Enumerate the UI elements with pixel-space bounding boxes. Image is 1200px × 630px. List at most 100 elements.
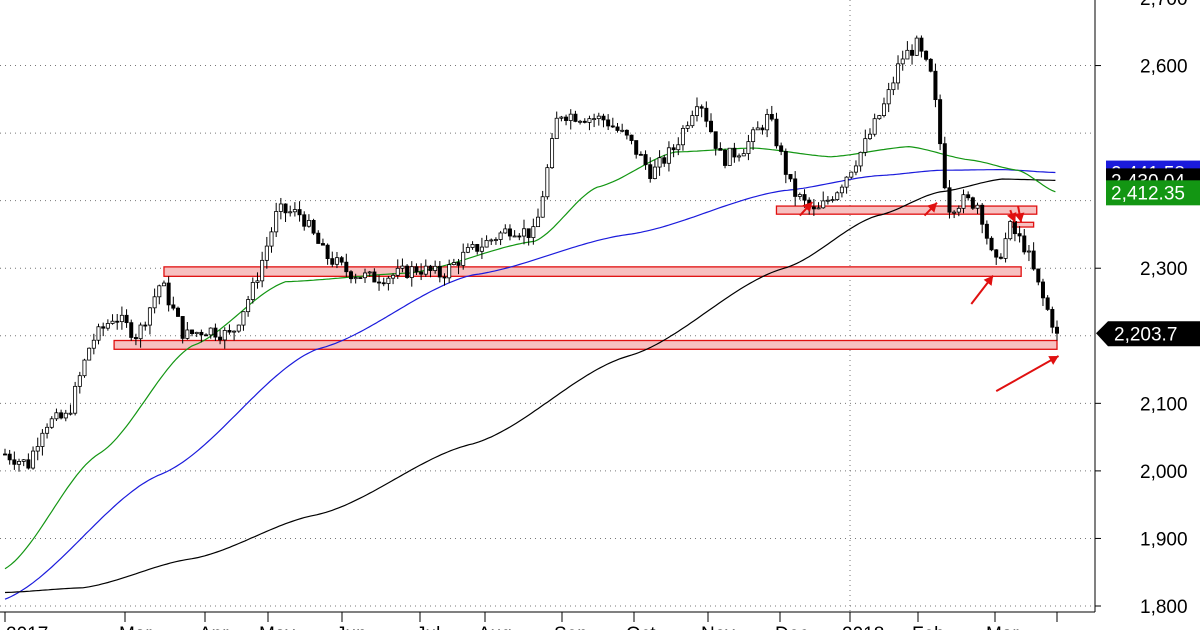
candle-body [414, 266, 419, 273]
candle-body [194, 331, 199, 335]
candle-body [409, 266, 414, 278]
candle-body [966, 194, 971, 199]
red-arrow [970, 275, 994, 305]
candle-body [26, 459, 31, 469]
y-axis-ticks: 1,800 1,900 2,000 2,100 2,300 2,600 2,700 [1095, 0, 1188, 618]
red-arrow-head [983, 275, 994, 286]
candle-body [484, 240, 489, 248]
candle-body [550, 138, 555, 169]
candle-body [676, 144, 681, 151]
candle-body [690, 115, 695, 127]
candle-body [479, 246, 484, 252]
candle-body [447, 264, 452, 279]
candle-body [910, 49, 915, 56]
candle-body [1022, 235, 1027, 253]
candle-body [961, 194, 966, 209]
candle-body [564, 116, 569, 121]
candle-body [21, 459, 26, 462]
candle-body [278, 203, 283, 212]
candle-body [596, 115, 601, 120]
candle-body [844, 176, 849, 188]
red-arrow [995, 355, 1060, 393]
candle-body [984, 223, 989, 239]
candle-body [938, 99, 943, 145]
candle-body [924, 50, 929, 60]
ma-value-badge-3 [1106, 180, 1200, 206]
candle-body [615, 126, 620, 131]
candle-body [133, 337, 138, 340]
candle-body [208, 327, 213, 336]
candle-body [40, 432, 45, 447]
candle-body [970, 197, 975, 209]
x-tick-label: Nov [701, 624, 735, 630]
candle-body [199, 331, 204, 336]
candle-body [222, 330, 227, 341]
candle-body [171, 304, 176, 309]
candle-body [1036, 268, 1041, 283]
red-arrow [1014, 205, 1025, 223]
candle-body [662, 157, 667, 164]
candle-body [863, 138, 868, 153]
support-zone [163, 266, 1022, 277]
candle-body [867, 133, 872, 140]
candle-body [540, 196, 545, 218]
candle-body [391, 274, 396, 279]
last-price-badge [1096, 321, 1200, 347]
candle-body [105, 323, 110, 329]
x-tick-label: Oct [626, 624, 656, 630]
candle-body [292, 209, 297, 213]
candle-body [353, 277, 358, 280]
candle-body [554, 117, 559, 139]
candle-body [493, 239, 498, 241]
candle-body [288, 211, 293, 214]
candle-body [129, 322, 134, 338]
candle-body [536, 216, 541, 228]
candle-body [774, 118, 779, 147]
candle-body [835, 192, 840, 200]
candle-body [648, 164, 653, 179]
candle-body [213, 327, 218, 338]
candle-body [1055, 326, 1060, 334]
y-tick-label: 2,700 [1140, 0, 1188, 10]
candle-body [334, 257, 339, 265]
candle-body [521, 228, 526, 237]
candle-body [601, 115, 606, 121]
candle-body [718, 148, 723, 151]
y-tick-label: 2,300 [1140, 259, 1188, 280]
candle-body [180, 316, 185, 339]
candle-body [339, 257, 344, 263]
candle-body [31, 450, 36, 469]
candle-body [470, 244, 475, 248]
candle-body [1012, 221, 1017, 235]
candle-body [3, 453, 8, 456]
candle-body [704, 107, 709, 122]
red-arrow-head [1007, 212, 1017, 223]
candle-body [825, 199, 830, 202]
candle-body [947, 187, 952, 213]
candle-body [143, 324, 148, 327]
candle-body [914, 37, 919, 56]
candle-body [896, 63, 901, 84]
grid-lines [0, 0, 1095, 612]
candle-body [816, 207, 821, 210]
candle-body [82, 359, 87, 377]
candle-body [666, 147, 671, 164]
candle-body [320, 243, 325, 246]
candle-body [545, 167, 550, 198]
candle-body [381, 282, 386, 285]
candle-body [1026, 250, 1031, 253]
candle-body [124, 314, 129, 324]
candle-body [241, 311, 246, 326]
candle-body [643, 154, 648, 166]
candle-body [578, 120, 583, 123]
y-tick-label: 2,100 [1140, 394, 1188, 415]
x-tick-label: Jun [336, 624, 367, 630]
red-arrow-head [927, 202, 937, 213]
candle-body [568, 113, 573, 121]
candle-body [671, 147, 676, 151]
x-tick-label: Jul [416, 624, 440, 630]
candle-body [306, 219, 311, 227]
candle-body [507, 228, 512, 237]
candle-body [877, 115, 882, 120]
